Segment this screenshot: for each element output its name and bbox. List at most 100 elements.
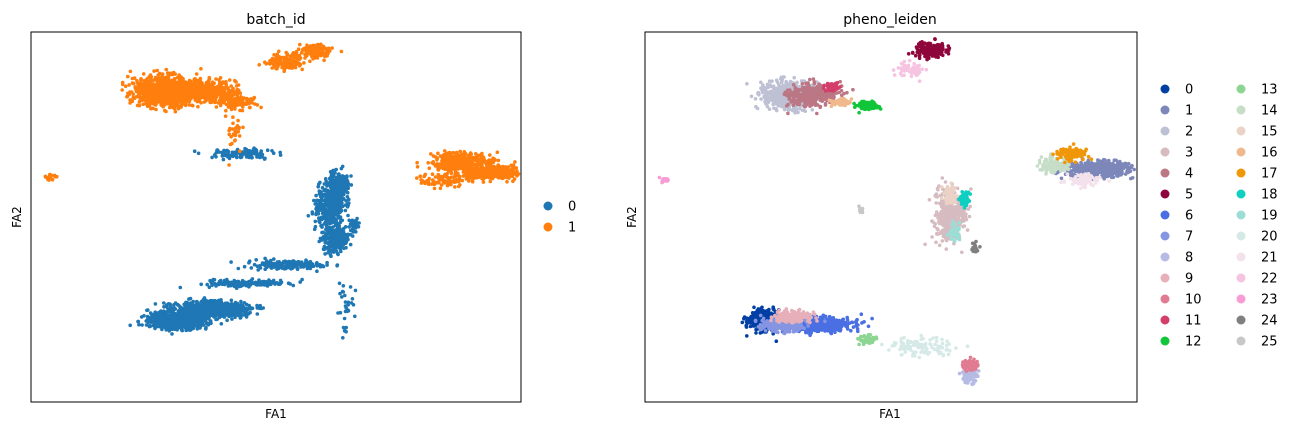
scatter-point xyxy=(303,47,308,52)
scatter-point xyxy=(182,86,186,90)
scatter-point xyxy=(153,326,157,331)
scatter-point xyxy=(185,328,189,332)
scatter-point xyxy=(183,320,188,324)
scatter-point xyxy=(210,312,214,317)
scatter-point xyxy=(125,94,129,99)
scatter-point xyxy=(349,174,353,178)
scatter-point xyxy=(338,210,342,215)
scatter-point xyxy=(332,181,337,185)
scatter-point xyxy=(240,101,245,105)
scatter-point xyxy=(267,282,271,287)
scatter-point xyxy=(257,278,261,282)
scatter-point xyxy=(135,103,140,108)
scatter-point xyxy=(140,323,144,327)
scatter-point xyxy=(157,83,161,88)
scatter-point xyxy=(164,100,169,105)
scatter-point xyxy=(220,87,224,91)
scatter-point xyxy=(310,210,315,214)
scatter-point xyxy=(152,314,157,319)
scatter-point xyxy=(185,90,189,94)
scatter-point xyxy=(149,320,154,325)
scatter-point xyxy=(128,323,132,328)
scatter-point xyxy=(324,208,329,212)
scatter-point xyxy=(278,278,283,283)
scatter-point xyxy=(139,78,143,82)
scatter-point xyxy=(120,88,124,92)
scatter-point xyxy=(234,312,239,317)
scatter-point xyxy=(130,81,135,85)
scatter-point xyxy=(231,93,235,98)
scatter-point xyxy=(298,280,303,284)
scatter-point xyxy=(194,72,199,76)
scatter-point xyxy=(146,93,150,97)
scatter-point xyxy=(244,315,249,319)
scatter-point xyxy=(240,306,245,310)
scatter-point xyxy=(343,225,348,229)
scatter-point xyxy=(293,65,298,70)
scatter-point xyxy=(145,319,149,323)
scatter-point xyxy=(166,78,171,83)
scatter-point xyxy=(349,301,354,305)
scatter-point xyxy=(242,264,247,269)
scatter-point xyxy=(234,286,239,291)
scatter-point xyxy=(233,300,238,305)
scatter-point xyxy=(276,282,281,287)
scatter-point xyxy=(248,105,252,110)
scatter-point xyxy=(335,200,340,204)
scatter-point xyxy=(275,52,280,57)
scatter-point xyxy=(224,108,228,113)
scatter-point xyxy=(214,155,218,159)
scatter-point xyxy=(120,80,125,85)
scatter-point xyxy=(327,176,332,181)
scatter-point xyxy=(178,285,183,290)
scatter-point xyxy=(314,198,319,203)
scatter-point xyxy=(177,95,181,100)
scatter-point xyxy=(264,263,268,268)
scatter-point xyxy=(226,88,231,92)
scatter-point xyxy=(316,185,321,189)
scatter-point xyxy=(180,90,184,95)
scatter-point xyxy=(212,299,217,303)
scatter-point xyxy=(278,264,282,269)
scatter-point xyxy=(220,309,224,314)
scatter-point xyxy=(338,310,343,315)
scatter-point xyxy=(236,97,241,101)
scatter-point xyxy=(335,251,340,256)
scatter-point xyxy=(136,94,141,98)
scatter-point xyxy=(333,229,337,233)
scatter-point xyxy=(188,87,192,91)
scatter-point xyxy=(235,308,240,313)
scatter-point xyxy=(156,73,160,77)
scatter-point xyxy=(206,87,210,92)
scatter-point xyxy=(232,100,236,104)
scatter-point xyxy=(282,69,287,74)
scatter-point xyxy=(323,177,328,181)
scatter-point xyxy=(331,220,335,225)
scatter-point xyxy=(341,197,346,201)
scatter-point xyxy=(148,78,153,83)
scatter-point xyxy=(328,253,333,257)
scatter-point xyxy=(195,321,199,326)
scatter-point xyxy=(189,325,194,330)
scatter-point xyxy=(340,201,344,205)
scatter-point xyxy=(249,97,253,101)
scatter-point xyxy=(321,211,326,216)
scatter-point xyxy=(132,76,137,80)
scatter-point xyxy=(142,314,146,318)
scatter-point xyxy=(286,59,290,63)
scatter-point xyxy=(290,266,294,271)
scatter-point xyxy=(270,66,275,70)
scatter-point xyxy=(243,102,248,106)
scatter-point xyxy=(158,98,163,103)
scatter-point xyxy=(162,96,167,101)
scatter-point xyxy=(214,89,218,94)
scatter-point xyxy=(200,94,204,99)
scatter-point xyxy=(210,155,214,160)
scatter-point xyxy=(338,291,342,296)
scatter-point xyxy=(191,299,195,304)
scatter-point xyxy=(169,307,173,311)
scatter-point xyxy=(339,166,344,171)
scatter-point xyxy=(346,213,350,218)
scatter-point xyxy=(329,187,334,191)
scatter-point xyxy=(488,153,492,157)
